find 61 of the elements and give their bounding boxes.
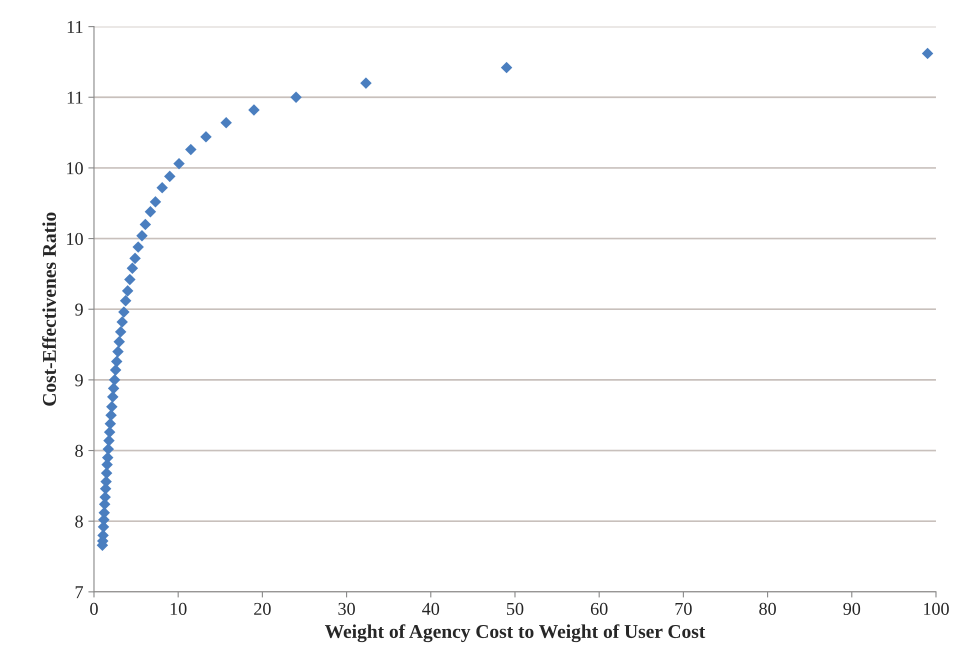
point bbox=[156, 182, 168, 194]
point bbox=[118, 306, 130, 318]
point bbox=[114, 326, 126, 338]
point bbox=[124, 274, 136, 286]
point bbox=[114, 336, 125, 348]
point bbox=[129, 252, 141, 264]
point bbox=[144, 206, 156, 218]
y-tick-label: 11 bbox=[68, 20, 82, 33]
y-tick-label: 8 bbox=[75, 515, 83, 528]
x-tick-label: 80 bbox=[759, 602, 776, 615]
point bbox=[104, 426, 116, 438]
point bbox=[500, 62, 512, 74]
point bbox=[108, 374, 120, 386]
x-tick-label: 40 bbox=[422, 602, 440, 615]
point bbox=[122, 285, 134, 297]
point bbox=[116, 316, 128, 328]
y-tick-label: 9 bbox=[75, 304, 83, 316]
point bbox=[110, 356, 122, 368]
point bbox=[102, 443, 114, 455]
y-tick-label: 8 bbox=[75, 444, 83, 457]
point bbox=[104, 418, 116, 430]
x-tick-label: 10 bbox=[170, 602, 187, 615]
y-tick-label: 10 bbox=[67, 162, 83, 174]
point bbox=[98, 498, 110, 510]
point bbox=[107, 391, 118, 403]
point bbox=[112, 346, 124, 358]
x-tick-label: 30 bbox=[338, 602, 355, 615]
x-tick-label: 0 bbox=[90, 602, 98, 615]
point bbox=[108, 382, 120, 394]
point bbox=[220, 116, 232, 128]
x-tick-label: 20 bbox=[254, 602, 271, 615]
point bbox=[164, 170, 176, 182]
x-tick-label: 60 bbox=[590, 602, 608, 615]
x-tick-label: 90 bbox=[843, 602, 860, 615]
point bbox=[106, 401, 118, 412]
point bbox=[120, 295, 132, 306]
x-tick-label: 50 bbox=[507, 602, 524, 615]
x-tick-label: 70 bbox=[676, 602, 692, 615]
point bbox=[103, 434, 115, 446]
point bbox=[126, 262, 138, 274]
y-tick-label: 9 bbox=[75, 374, 83, 386]
point bbox=[290, 92, 302, 103]
y-tick-label: 7 bbox=[76, 586, 84, 598]
point bbox=[132, 241, 144, 253]
point bbox=[150, 196, 162, 208]
y-axis-title: Cost-Effectivenes Ratio bbox=[42, 212, 56, 406]
point bbox=[100, 467, 112, 479]
point bbox=[922, 48, 934, 60]
point bbox=[105, 409, 117, 421]
point bbox=[185, 144, 197, 156]
point bbox=[140, 218, 152, 230]
point bbox=[136, 230, 148, 242]
point bbox=[248, 104, 260, 116]
point bbox=[360, 77, 372, 89]
x-tick-label: 100 bbox=[924, 602, 949, 615]
point bbox=[110, 364, 122, 376]
x-axis-title: Weight of Agency Cost to Weight of User Cost bbox=[324, 624, 706, 642]
point bbox=[200, 131, 212, 143]
y-tick-label: 10 bbox=[67, 232, 83, 246]
y-tick-label: 11 bbox=[68, 92, 82, 104]
point bbox=[173, 158, 185, 170]
